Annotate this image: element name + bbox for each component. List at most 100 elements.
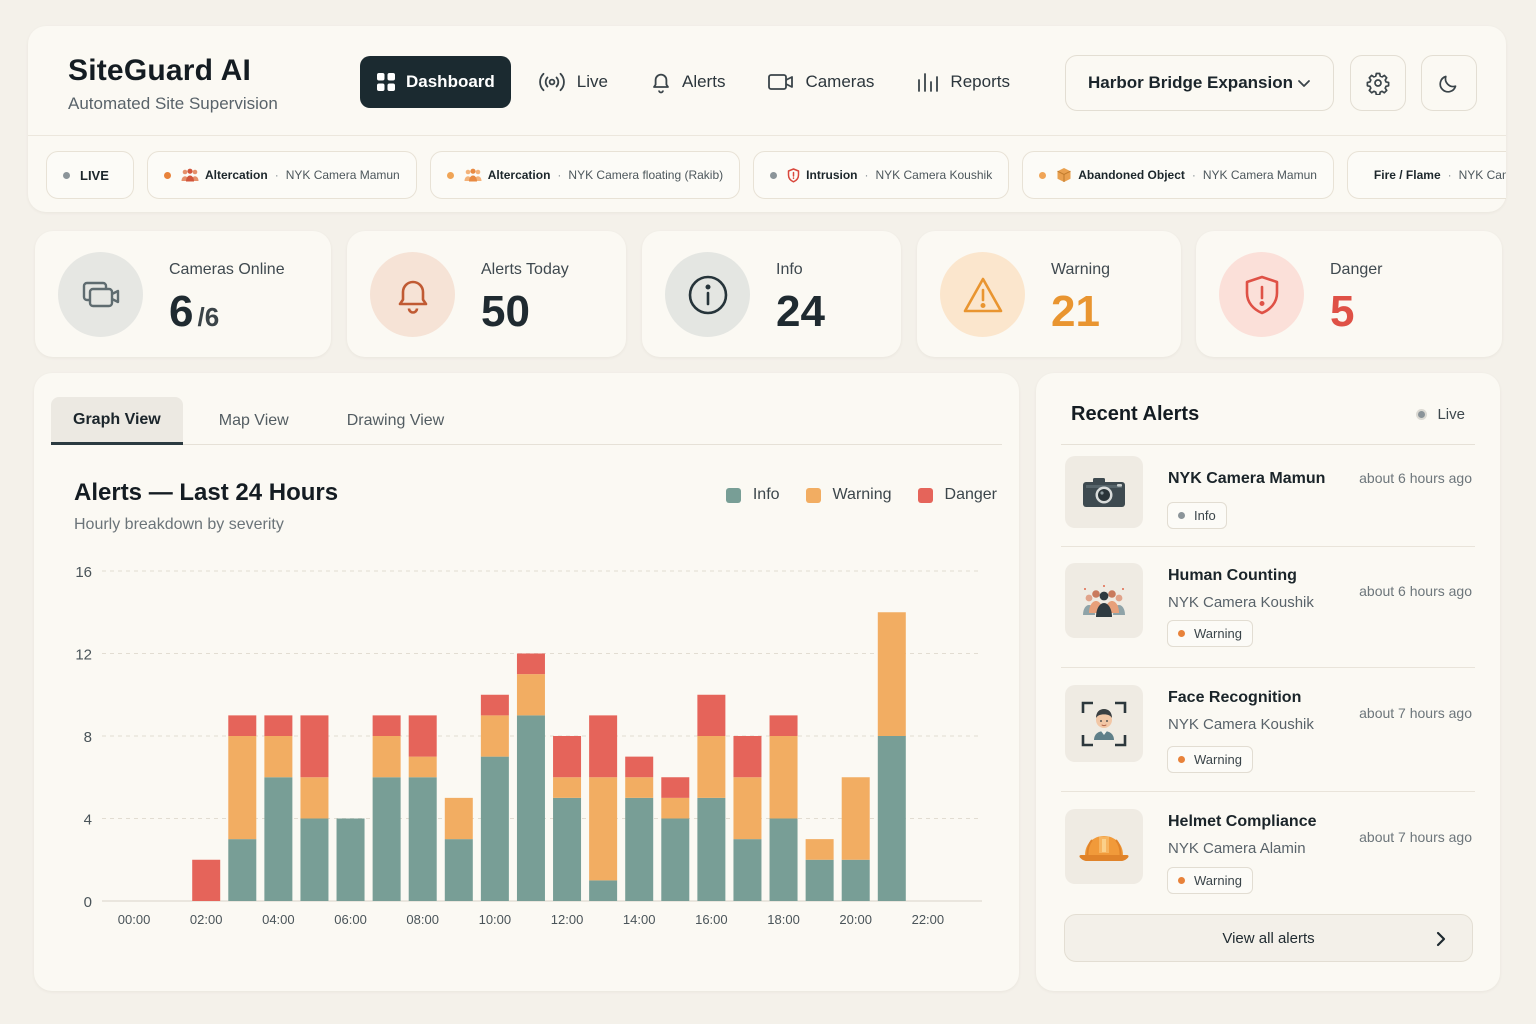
bar-danger-13:00 (589, 715, 618, 778)
nav-alerts[interactable]: Alerts (634, 56, 741, 108)
divider (1061, 667, 1475, 668)
bar-info-21:00 (877, 736, 906, 901)
alert-camera: NYK Camera Alamin (1168, 840, 1306, 857)
alert-thumb (1065, 809, 1143, 884)
x-tick-label: 00:00 (118, 912, 151, 927)
brand-subtitle: Automated Site Supervision (68, 94, 278, 113)
legend-danger[interactable]: Danger (917, 486, 997, 504)
divider (1061, 444, 1475, 445)
ticker-camera: NYK Camera Koushik (875, 168, 993, 182)
stat-icon-circle (1219, 252, 1304, 337)
tab-graph-view[interactable]: Graph View (51, 397, 183, 445)
legend-warning[interactable]: Warning (805, 486, 892, 504)
gear-icon (1366, 72, 1390, 95)
tab-map-view[interactable]: Map View (218, 412, 289, 429)
ticker-chip[interactable]: Fire / Flame· NYK Camera Al... (1346, 151, 1506, 199)
badge-label: Warning (1194, 752, 1242, 767)
face-scan-icon (1081, 701, 1127, 746)
legend-swatch (725, 487, 741, 503)
bar-warning-10:00 (480, 715, 509, 757)
bar-danger-03:00 (228, 715, 257, 736)
badge-label: Warning (1194, 626, 1242, 641)
ticker-dot (164, 171, 171, 179)
nav-dashboard[interactable]: Dashboard (360, 56, 511, 108)
bar-warning-07:00 (372, 736, 401, 778)
bar-warning-11:00 (516, 674, 545, 716)
settings-button[interactable] (1350, 55, 1406, 111)
y-tick-label: 8 (84, 729, 92, 746)
bar-warning-19:00 (805, 839, 834, 860)
x-tick-label: 02:00 (190, 912, 223, 927)
nav-live[interactable]: Live (521, 56, 624, 108)
stat-cameras-online: Cameras Online 6/6 (35, 231, 331, 357)
bar-info-16:00 (697, 797, 726, 901)
bar-danger-17:00 (733, 736, 762, 778)
tab-drawing-view[interactable]: Drawing View (346, 412, 445, 429)
ticker-type: Altercation (487, 168, 551, 182)
alert-time: about 7 hours ago (1359, 829, 1472, 845)
x-tick-label: 10:00 (479, 912, 512, 927)
bar-warning-21:00 (877, 612, 906, 736)
x-tick-label: 16:00 (695, 912, 728, 927)
legend-info[interactable]: Info (725, 486, 780, 504)
stat-icon-circle (665, 252, 750, 337)
stat-value: 24 (776, 287, 825, 336)
alert-camera: NYK Camera Koushik (1168, 594, 1314, 611)
view-all-alerts-button[interactable]: View all alerts (1064, 914, 1473, 962)
bell-icon (653, 73, 669, 94)
bar-danger-18:00 (769, 715, 798, 736)
shield-alert-icon (1245, 275, 1278, 314)
ticker-chip[interactable]: Abandoned Object · NYK Camera Mamun (1022, 151, 1334, 199)
project-selector[interactable]: Harbor Bridge Expansion (1065, 55, 1334, 111)
bar-danger-16:00 (697, 694, 726, 736)
chart-subtitle: Hourly breakdown by severity (74, 516, 284, 533)
alert-camera: NYK Camera Koushik (1168, 716, 1314, 733)
header-divider (28, 135, 1506, 136)
bar-warning-20:00 (841, 777, 870, 860)
nav-reports[interactable]: Reports (900, 56, 1026, 108)
stat-label: Cameras Online (169, 261, 285, 278)
y-tick-label: 0 (84, 894, 92, 911)
bar-warning-15:00 (661, 797, 690, 819)
x-tick-label: 14:00 (623, 912, 656, 927)
bar-info-15:00 (661, 818, 690, 901)
alert-item[interactable]: NYK Camera Mamun about 6 hours ago Info (1061, 456, 1475, 546)
bar-warning-08:00 (408, 756, 437, 778)
bar-info-06:00 (336, 818, 365, 901)
alert-item[interactable]: Face Recognition NYK Camera Koushik abou… (1061, 685, 1475, 790)
bar-info-19:00 (805, 859, 834, 901)
bar-chart-icon (918, 73, 939, 92)
badge-label: Info (1194, 508, 1216, 523)
bar-warning-03:00 (228, 736, 257, 840)
ticker-chip[interactable]: Intrusion · NYK Camera Koushik (753, 151, 1010, 199)
ticker-chip[interactable]: Altercation · NYK Camera Mamun (147, 151, 417, 199)
stat-danger: Danger 5 (1196, 231, 1502, 357)
nav-live-label: Live (576, 72, 608, 91)
nav-cameras-label: Cameras (805, 72, 875, 91)
alert-item[interactable]: Helmet Compliance NYK Camera Alamin abou… (1061, 809, 1475, 909)
box-icon (1057, 168, 1071, 182)
stat-icon-circle (940, 252, 1025, 337)
people-icon (181, 168, 199, 182)
y-tick-label: 4 (84, 812, 92, 829)
bar-danger-12:00 (553, 736, 582, 778)
nav-cameras[interactable]: Cameras (751, 56, 890, 108)
alert-item[interactable]: Human Counting NYK Camera Koushik about … (1061, 563, 1475, 668)
recent-alerts-live: Live (1418, 406, 1465, 423)
ticker-camera: NYK Camera Mamun (1202, 168, 1317, 182)
bar-info-10:00 (480, 756, 509, 901)
bar-warning-05:00 (300, 777, 329, 819)
theme-toggle-button[interactable] (1421, 55, 1477, 111)
header-card: SiteGuard AI Automated Site Supervision … (28, 26, 1506, 212)
live-label: Live (1437, 406, 1465, 423)
bar-danger-02:00 (192, 859, 221, 901)
stat-alerts-today: Alerts Today 50 (347, 231, 626, 357)
ticker-dot (1039, 171, 1047, 179)
stat-info: Info 24 (642, 231, 901, 357)
crowd-icon (1083, 584, 1125, 617)
ticker-type: Abandoned Object (1078, 168, 1185, 182)
bar-info-04:00 (264, 777, 293, 901)
ticker-chip[interactable]: Altercation · NYK Camera floating (Rakib) (429, 151, 741, 199)
hard-hat-icon (1079, 835, 1129, 861)
legend-label: Danger (944, 486, 997, 503)
